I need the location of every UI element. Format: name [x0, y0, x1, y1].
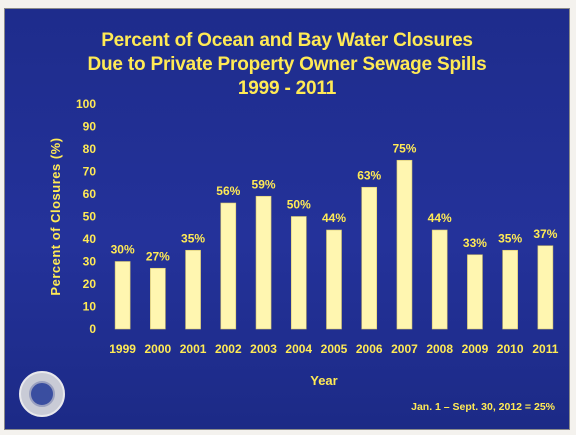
- bar-2000: [150, 267, 166, 330]
- bar-2011: [537, 245, 554, 330]
- bar-2008: [431, 229, 448, 330]
- data-label-2010: 35%: [498, 231, 522, 245]
- x-tick-label-2001: 2001: [180, 342, 207, 356]
- bar-2001: [185, 249, 201, 330]
- data-label-2004: 50%: [287, 198, 311, 212]
- y-tick-label-30: 30: [83, 255, 97, 269]
- county-seal-icon: [19, 371, 65, 417]
- chart-slide: Percent of Ocean and Bay Water Closures …: [4, 8, 570, 430]
- bar-2003: [255, 195, 272, 330]
- y-tick-label-50: 50: [83, 210, 97, 224]
- data-label-2001: 35%: [181, 231, 205, 245]
- bar-2009: [467, 254, 483, 330]
- bar-2004: [290, 216, 307, 330]
- data-label-2009: 33%: [463, 236, 487, 250]
- x-tick-label-2000: 2000: [144, 342, 171, 356]
- data-label-2003: 59%: [252, 177, 276, 191]
- bar-2007: [396, 159, 413, 330]
- data-label-2011: 37%: [533, 227, 557, 241]
- data-label-2007: 75%: [392, 141, 416, 155]
- bar-2010: [502, 249, 518, 330]
- data-label-1999: 30%: [111, 243, 135, 257]
- data-label-2002: 56%: [216, 184, 240, 198]
- chart-title-line-3: 1999 - 2011: [237, 78, 337, 99]
- x-tick-label-2006: 2006: [356, 342, 383, 356]
- bar-1999: [114, 261, 131, 330]
- y-tick-label-80: 80: [83, 142, 97, 156]
- x-tick-label-2005: 2005: [321, 342, 348, 356]
- x-tick-label-1999: 1999: [109, 342, 136, 356]
- chart-title-line-1: Percent of Ocean and Bay Water Closures: [101, 30, 473, 51]
- x-tick-label-2004: 2004: [285, 342, 312, 356]
- y-tick-label-40: 40: [83, 232, 97, 246]
- x-tick-label-2009: 2009: [462, 342, 489, 356]
- data-label-2006: 63%: [357, 168, 381, 182]
- bar-2006: [361, 186, 378, 330]
- y-tick-label-60: 60: [83, 187, 97, 201]
- x-tick-label-2011: 2011: [532, 342, 558, 356]
- x-tick-label-2002: 2002: [215, 342, 242, 356]
- bar-chart: 0 10 20 30 40 50 60 70 80 90 100 Percent of Closure…: [48, 97, 559, 388]
- y-tick-label-100: 100: [76, 97, 96, 111]
- y-tick-label-90: 90: [83, 120, 97, 134]
- y-axis-label: Percent of Closures (%): [48, 137, 63, 295]
- x-tick-label-2008: 2008: [426, 342, 453, 356]
- y-tick-label-20: 20: [83, 277, 97, 291]
- y-tick-label-70: 70: [83, 165, 97, 179]
- x-tick-label-2003: 2003: [250, 342, 277, 356]
- chart-title-line-2: Due to Private Property Owner Sewage Spi…: [87, 54, 487, 75]
- y-tick-label-0: 0: [89, 322, 96, 336]
- bar-2005: [326, 229, 342, 330]
- data-label-2008: 44%: [428, 211, 452, 225]
- bar-2002: [220, 202, 237, 330]
- y-tick-label-10: 10: [83, 300, 97, 314]
- x-axis-label: Year: [310, 373, 337, 388]
- footnote: Jan. 1 – Sept. 30, 2012 = 25%: [411, 401, 555, 413]
- x-tick-label-2010: 2010: [497, 342, 524, 356]
- data-label-2005: 44%: [322, 211, 346, 225]
- seal-center: [29, 381, 55, 407]
- data-label-2000: 27%: [146, 249, 170, 263]
- x-tick-label-2007: 2007: [391, 342, 418, 356]
